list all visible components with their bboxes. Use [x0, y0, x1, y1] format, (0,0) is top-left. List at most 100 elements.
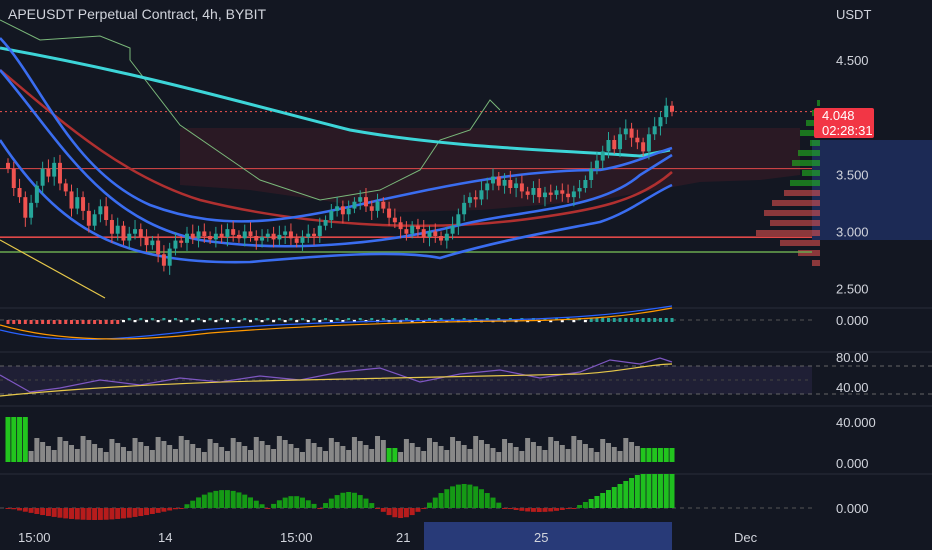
volume-bar	[467, 449, 473, 462]
macd-histogram-bar	[87, 320, 91, 324]
macd-histogram-bar	[58, 320, 62, 324]
candle-body	[254, 236, 259, 241]
momentum-bar	[45, 508, 51, 517]
momentum-bar	[97, 508, 103, 520]
volume-bar	[646, 448, 652, 462]
macd-histogram-bar	[173, 318, 177, 321]
candle-body	[340, 206, 345, 215]
momentum-bar	[311, 503, 317, 508]
momentum-bar	[369, 503, 375, 508]
candle-body	[52, 162, 57, 177]
macd-histogram-bar	[312, 318, 316, 321]
volume-bar	[421, 451, 427, 462]
macd-histogram-bar	[451, 318, 455, 321]
macd-histogram-bar	[266, 318, 270, 321]
volume-bar	[207, 439, 213, 462]
trend-line	[0, 239, 106, 299]
macd-histogram-bar	[358, 318, 362, 321]
candle-body	[277, 234, 282, 240]
momentum-bar	[207, 492, 213, 508]
candle-body	[115, 225, 120, 234]
chart-title[interactable]: APEUSDT Perpetual Contract, 4h, BYBIT	[8, 6, 267, 22]
candle-body	[491, 176, 496, 184]
volume-bar	[600, 439, 606, 462]
price-axis-tick-label: 4.500	[836, 53, 869, 68]
momentum-bar	[450, 486, 456, 508]
macd-histogram-bar	[277, 318, 281, 321]
momentum-bar	[248, 497, 254, 508]
candle-body	[288, 231, 293, 239]
candle-body	[23, 197, 28, 218]
momentum-bar	[663, 474, 669, 508]
momentum-bar	[623, 481, 629, 508]
time-axis-tick-label: 14	[158, 530, 172, 545]
momentum-bar	[323, 503, 329, 508]
macd-histogram-bar	[612, 318, 616, 322]
volume-bar	[502, 439, 508, 462]
macd-histogram-bar	[231, 318, 235, 321]
macd-histogram-bar	[6, 320, 10, 324]
volume-bar	[230, 438, 236, 462]
candle-body	[121, 225, 126, 241]
candle-body	[548, 192, 553, 195]
candle-body	[421, 229, 426, 238]
momentum-bar	[375, 508, 381, 509]
volume-bar	[663, 448, 669, 462]
momentum-bar	[149, 508, 155, 514]
macd-histogram-bar	[485, 318, 489, 321]
volume-bar	[5, 417, 11, 462]
macd-histogram-bar	[653, 318, 657, 322]
volume-bar	[375, 436, 381, 462]
momentum-bar	[669, 474, 675, 508]
candle-body	[92, 214, 97, 226]
time-axis-tick-label: 15:00	[280, 530, 313, 545]
candle-body	[329, 210, 334, 220]
momentum-bar	[467, 484, 473, 508]
volume-bar	[669, 448, 675, 462]
volume-bar	[426, 438, 432, 462]
candle-body	[133, 229, 138, 234]
candle-body	[127, 233, 132, 241]
macd-histogram-bar	[121, 320, 125, 323]
macd-histogram-bar	[283, 320, 287, 323]
volume-profile-bar	[806, 120, 820, 126]
candle-body	[410, 225, 415, 234]
candle-body	[190, 233, 195, 239]
momentum-bar	[17, 508, 23, 511]
momentum-bar	[265, 508, 271, 509]
momentum-bar	[461, 484, 467, 508]
momentum-bar	[184, 504, 190, 508]
volume-bar	[57, 437, 63, 462]
momentum-bar	[28, 508, 34, 513]
band-lower-line	[0, 139, 673, 264]
volume-profile-bar	[790, 180, 820, 186]
last-price-tag: 4.048 02:28:31	[814, 108, 874, 138]
volume-profile-bar	[802, 170, 820, 176]
macd-histogram-bar	[41, 320, 45, 324]
candle-body	[34, 185, 39, 203]
momentum-bar	[282, 497, 288, 508]
macd-histogram-bar	[347, 318, 351, 321]
candle-body	[260, 237, 265, 241]
volume-bar	[617, 451, 623, 462]
momentum-bar	[288, 496, 294, 508]
momentum-bar	[138, 508, 144, 517]
last-price-value: 4.048	[822, 108, 855, 123]
candle-body	[439, 236, 444, 241]
channel-upper-line	[0, 19, 501, 201]
volume-bar	[473, 436, 479, 462]
candle-body	[104, 206, 109, 220]
candle-body	[358, 197, 363, 202]
volume-bar	[22, 417, 28, 462]
macd-histogram-bar	[658, 318, 662, 322]
volume-bar	[45, 446, 51, 462]
volume-bar	[317, 447, 323, 462]
candle-body	[86, 210, 91, 226]
currency-label[interactable]: USDT	[836, 7, 872, 22]
volume-bar	[40, 442, 46, 462]
momentum-bar	[22, 508, 28, 512]
volume-bar	[259, 441, 265, 462]
momentum-bar	[363, 498, 369, 508]
volume-profile-bar	[780, 240, 820, 246]
